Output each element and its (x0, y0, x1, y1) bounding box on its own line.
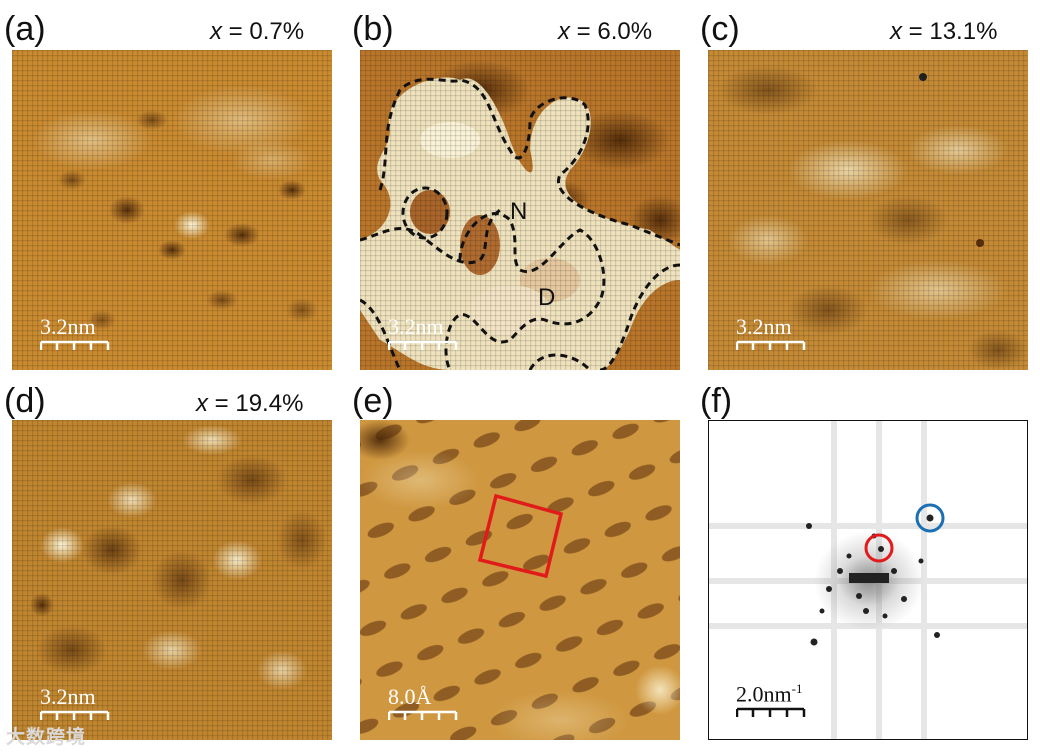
scale-bar-f: 2.0nm-1 (736, 682, 806, 719)
stm-image-b (360, 50, 680, 370)
watermark: 大数跨境 (6, 726, 87, 748)
scale-bar-e: 8.0Å (388, 686, 458, 722)
scale-bar-c: 3.2nm (736, 316, 806, 352)
scale-bar-b: 3.2nm (388, 316, 458, 352)
scale-bar-d: 3.2nm (40, 686, 110, 722)
panel-label-b: (b) (352, 10, 394, 48)
panel-label-e: (e) (352, 382, 394, 420)
panel-label-d: (d) (4, 382, 46, 420)
concentration-d: x = 19.4% (196, 390, 304, 417)
stm-image-a (12, 50, 332, 370)
region-label-n: N (510, 198, 528, 225)
panel-label-f: (f) (700, 382, 733, 420)
scale-bar-a: 3.2nm (40, 316, 110, 352)
panel-label-a: (a) (4, 10, 46, 48)
fft-image-f (708, 420, 1028, 740)
region-label-d: D (538, 284, 556, 311)
concentration-a: x = 0.7% (210, 18, 305, 45)
stm-image-e (360, 420, 680, 740)
stm-image-c (708, 50, 1028, 370)
concentration-b: x = 6.0% (558, 18, 653, 45)
concentration-c: x = 13.1% (890, 18, 998, 45)
stm-image-d (12, 420, 332, 740)
panel-label-c: (c) (700, 10, 740, 48)
